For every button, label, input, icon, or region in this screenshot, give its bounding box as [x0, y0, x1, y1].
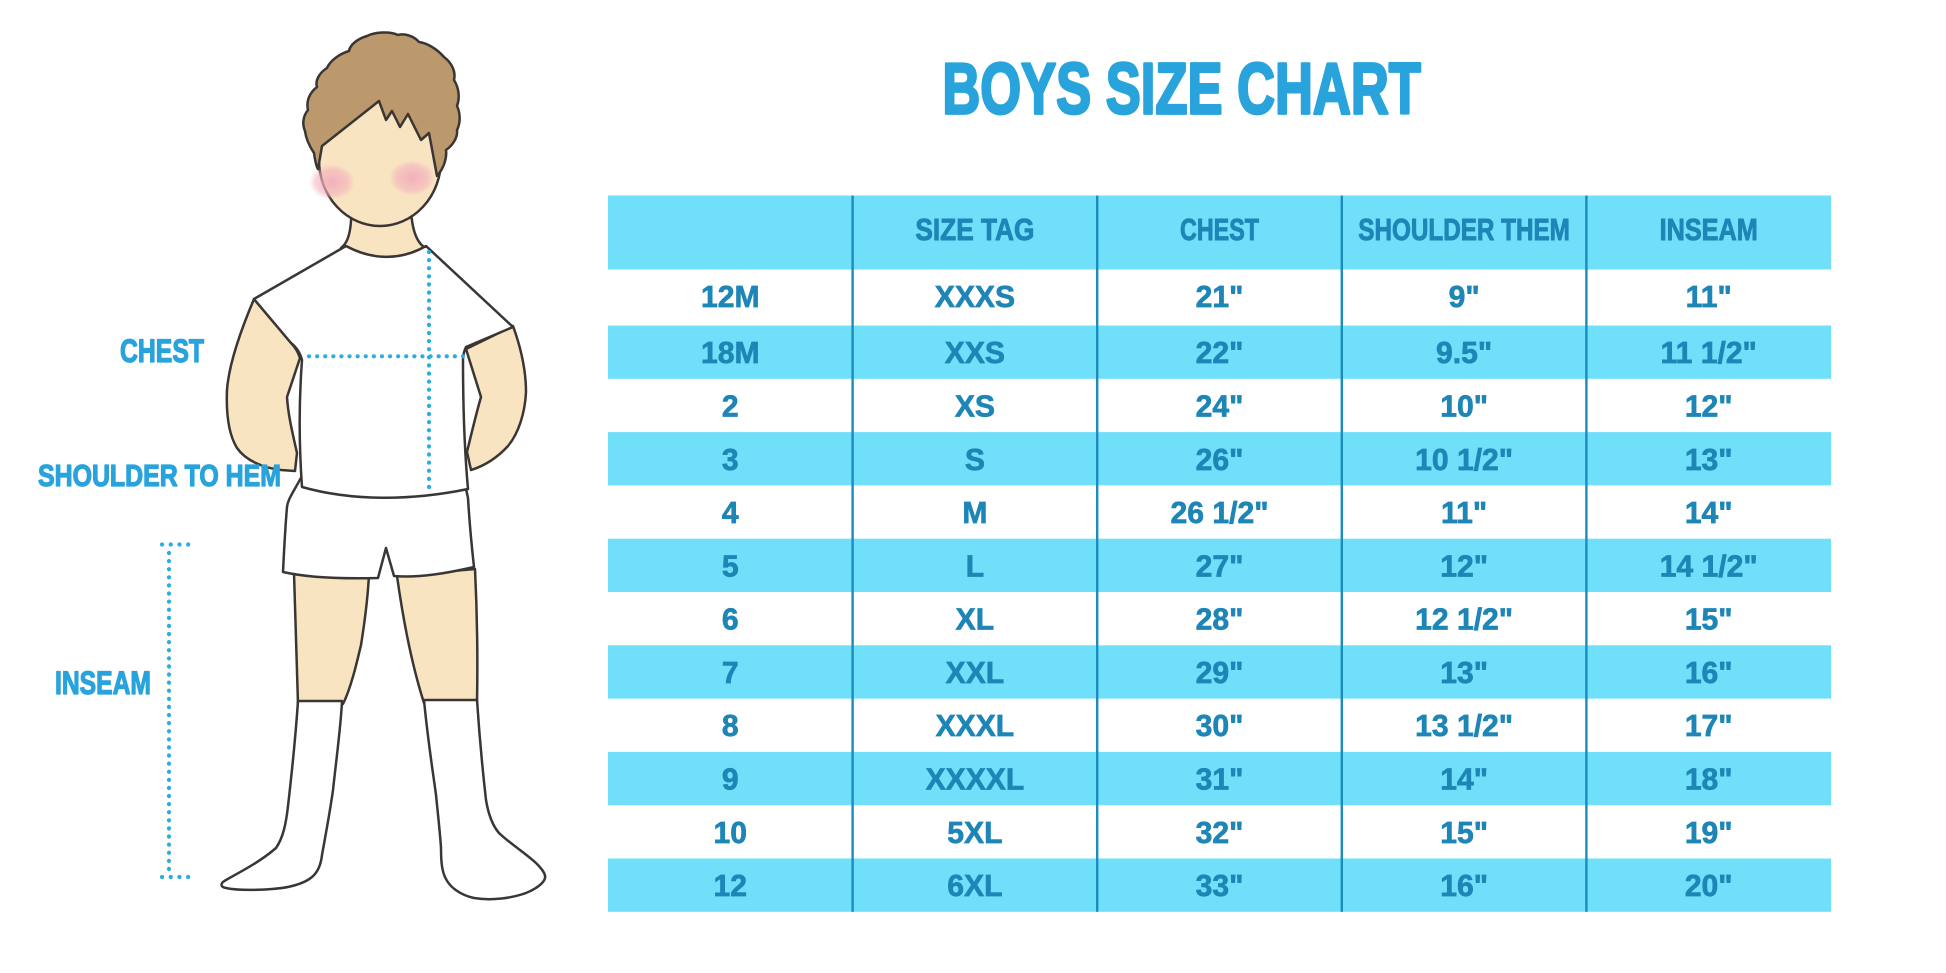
svg-text:S: S [965, 444, 985, 477]
svg-text:10 1/2": 10 1/2" [1415, 444, 1513, 477]
svg-text:SHOULDER TO HEM: SHOULDER TO HEM [38, 458, 281, 493]
svg-text:13": 13" [1440, 657, 1488, 690]
svg-text:30": 30" [1196, 710, 1244, 743]
svg-text:CHEST: CHEST [120, 333, 204, 369]
svg-text:26": 26" [1196, 444, 1244, 477]
svg-text:INSEAM: INSEAM [1660, 214, 1758, 247]
svg-text:XS: XS [955, 390, 995, 423]
svg-text:10: 10 [714, 817, 747, 850]
svg-text:31": 31" [1196, 764, 1244, 797]
svg-text:33": 33" [1196, 870, 1244, 903]
svg-text:XXL: XXL [946, 657, 1005, 690]
svg-text:5XL: 5XL [947, 817, 1002, 850]
svg-text:SHOULDER THEM: SHOULDER THEM [1358, 214, 1570, 247]
svg-text:XL: XL [956, 604, 994, 637]
svg-text:6XL: 6XL [947, 870, 1002, 903]
svg-text:XXXL: XXXL [936, 710, 1015, 743]
svg-text:5: 5 [722, 550, 739, 583]
svg-text:16": 16" [1685, 657, 1733, 690]
svg-text:21": 21" [1196, 281, 1244, 314]
svg-text:14": 14" [1440, 764, 1488, 797]
svg-text:32": 32" [1196, 817, 1244, 850]
svg-text:10": 10" [1440, 390, 1488, 423]
svg-text:BOYS SIZE CHART: BOYS SIZE CHART [942, 49, 1421, 129]
svg-text:11 1/2": 11 1/2" [1661, 337, 1757, 370]
svg-text:20": 20" [1685, 870, 1733, 903]
svg-text:27": 27" [1196, 550, 1244, 583]
svg-text:M: M [962, 497, 987, 530]
svg-text:13": 13" [1685, 444, 1733, 477]
svg-text:12M: 12M [701, 281, 760, 314]
svg-text:SIZE TAG: SIZE TAG [915, 214, 1034, 247]
svg-text:12": 12" [1440, 550, 1488, 583]
svg-text:INSEAM: INSEAM [55, 665, 151, 701]
svg-text:11": 11" [1686, 281, 1732, 314]
svg-text:CHEST: CHEST [1180, 214, 1259, 247]
svg-text:6: 6 [722, 604, 739, 637]
svg-text:18M: 18M [701, 337, 760, 370]
svg-text:15": 15" [1685, 604, 1733, 637]
svg-text:12: 12 [714, 870, 747, 903]
svg-text:7: 7 [722, 657, 739, 690]
svg-text:2: 2 [722, 390, 739, 423]
svg-text:14": 14" [1685, 497, 1733, 530]
svg-text:18": 18" [1685, 764, 1733, 797]
svg-text:13 1/2": 13 1/2" [1415, 710, 1513, 743]
svg-text:3: 3 [722, 444, 739, 477]
svg-text:29": 29" [1196, 657, 1244, 690]
svg-text:9": 9" [1449, 281, 1480, 314]
svg-text:22": 22" [1196, 337, 1244, 370]
svg-text:26 1/2": 26 1/2" [1171, 497, 1269, 530]
svg-text:15": 15" [1440, 817, 1488, 850]
svg-text:XXS: XXS [945, 337, 1005, 370]
svg-text:12": 12" [1685, 390, 1733, 423]
svg-text:17": 17" [1685, 710, 1733, 743]
svg-text:24": 24" [1196, 390, 1244, 423]
svg-text:XXXXL: XXXXL [926, 764, 1025, 797]
svg-text:28": 28" [1196, 604, 1244, 637]
svg-text:9.5": 9.5" [1436, 337, 1492, 370]
svg-text:XXXS: XXXS [935, 281, 1015, 314]
svg-text:12 1/2": 12 1/2" [1415, 604, 1513, 637]
svg-text:11": 11" [1441, 497, 1487, 530]
svg-text:8: 8 [722, 710, 739, 743]
svg-text:19": 19" [1685, 817, 1733, 850]
svg-text:16": 16" [1440, 870, 1488, 903]
svg-text:4: 4 [722, 497, 739, 530]
svg-text:14 1/2": 14 1/2" [1660, 550, 1758, 583]
svg-text:9: 9 [722, 764, 739, 797]
svg-text:L: L [966, 550, 984, 583]
